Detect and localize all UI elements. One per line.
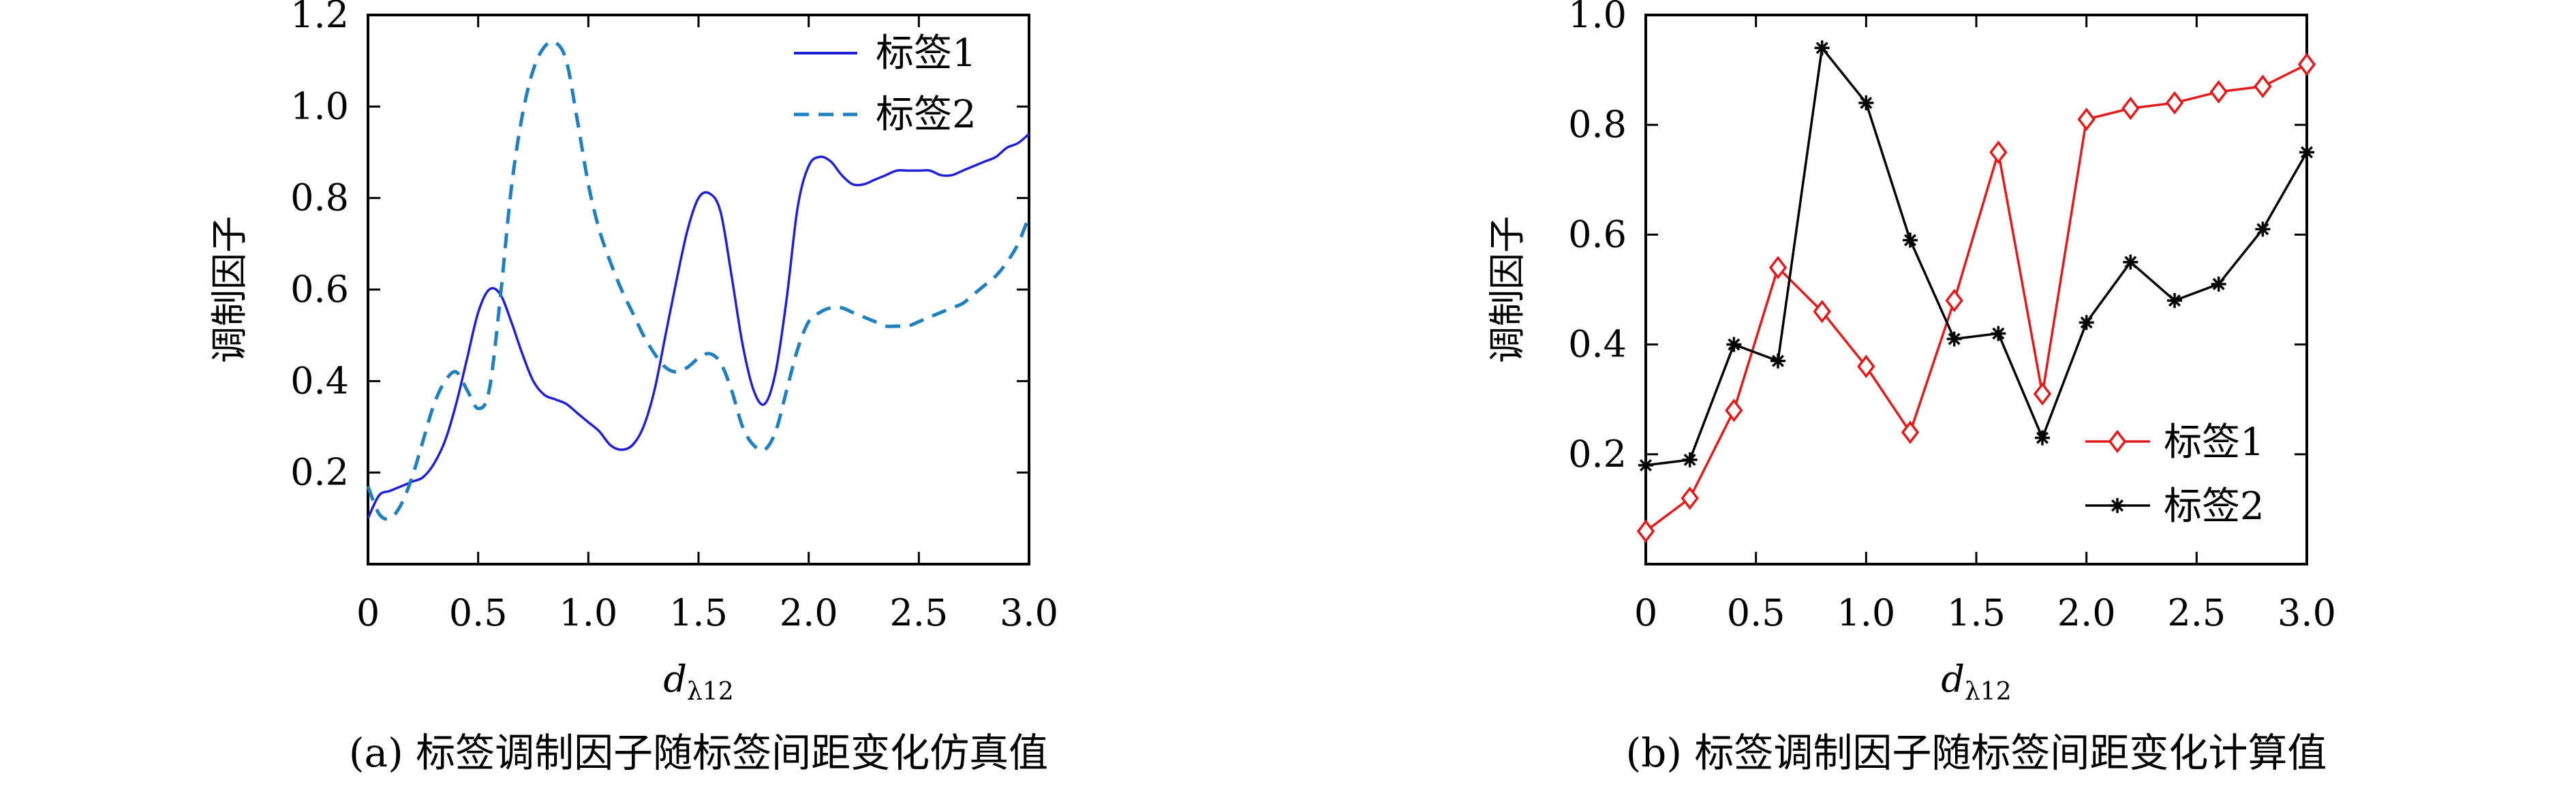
legend-marker-b-1	[2108, 429, 2127, 454]
x-tick-label-b: 0	[1634, 591, 1657, 634]
data-point-b-1	[1989, 140, 2008, 164]
y-tick-label-b: 0.4	[1568, 323, 1627, 366]
x-tick-label-a: 2.0	[780, 591, 838, 634]
x-axis-title-sub-b: λ12	[1965, 678, 2012, 706]
data-point-b-1	[2121, 96, 2140, 121]
data-point-b-2	[2255, 221, 2271, 237]
data-point-b-2	[1726, 337, 1742, 352]
caption-b: (b) 标签调制因子随标签间距变化计算值	[1626, 730, 2327, 776]
data-point-b-1	[2077, 107, 2096, 131]
x-tick-label-a: 0	[356, 591, 380, 634]
x-tick-label-a: 0.5	[449, 591, 508, 634]
x-tick-label-a: 3.0	[1000, 591, 1058, 634]
x-tick-label-b: 1.0	[1837, 591, 1895, 634]
y-tick-label-b: 0.8	[1568, 103, 1627, 146]
data-point-b-1	[2254, 74, 2272, 98]
data-point-b-2	[1946, 331, 1962, 347]
y-tick-label-b: 1.0	[1568, 0, 1627, 36]
data-point-b-2	[1682, 452, 1698, 467]
data-point-b-2	[1638, 457, 1653, 473]
series-layer-b	[1636, 40, 2316, 543]
data-point-b-1	[2209, 80, 2228, 104]
x-tick-label-b: 2.5	[2167, 591, 2226, 634]
data-point-b-2	[2035, 430, 2050, 446]
data-point-b-2	[2123, 254, 2138, 270]
x-tick-label-b: 2.0	[2057, 591, 2116, 634]
x-tick-labels-a: 0 0.5 1.0 1.5 2.0 2.5 3.0	[356, 591, 1058, 634]
tick-marks-b	[1644, 14, 2308, 564]
x-tick-label-b: 1.5	[1947, 591, 2006, 634]
legend-b: 标签1 标签2	[2085, 420, 2265, 529]
legend-marker-b-2	[2110, 498, 2125, 513]
x-tick-label-a: 1.0	[559, 591, 617, 634]
y-tick-label-a: 1.2	[290, 0, 349, 36]
y-tick-label-a: 0.8	[290, 176, 349, 219]
y-tick-label-a: 0.2	[290, 451, 349, 494]
data-point-b-1	[1681, 486, 1699, 510]
legend-a: 标签1 标签2	[794, 31, 977, 137]
x-tick-label-a: 2.5	[889, 591, 948, 634]
data-point-b-1	[1725, 399, 1743, 422]
x-axis-title-sub-a: λ12	[687, 678, 734, 706]
data-point-b-2	[2211, 276, 2226, 292]
data-point-b-1	[2165, 91, 2184, 115]
data-point-b-2	[2167, 293, 2182, 309]
data-point-b-1	[2033, 382, 2052, 406]
data-point-b-2	[2299, 144, 2314, 160]
data-point-b-1	[2297, 52, 2316, 76]
y-axis-title-a: 调制因子	[208, 216, 251, 363]
plot-frame-b	[1644, 14, 2308, 565]
x-axis-title-main-a: d	[663, 657, 687, 700]
data-point-b-2	[1903, 232, 1918, 248]
data-point-b-2	[1858, 95, 1874, 110]
chart-panel-a: 0.2 0.4 0.6 0.8 1.0 1.2 0 0.5 1.0 1.5 2.0 2.5 3.0 调…	[208, 0, 1058, 776]
y-axis-title-b: 调制因子	[1486, 216, 1529, 363]
x-tick-label-a: 1.5	[669, 591, 728, 634]
y-tick-labels-b: 0.2 0.4 0.6 0.8 1.0	[1568, 0, 1627, 476]
y-tick-label-a: 1.0	[290, 84, 349, 127]
data-point-b-2	[2079, 315, 2094, 330]
data-point-b-2	[1991, 326, 2006, 341]
x-axis-title-b: dλ12	[1941, 657, 2011, 706]
x-axis-title-main-b: d	[1941, 657, 1965, 700]
legend-swatch-b-2	[2085, 498, 2150, 513]
data-point-b-1	[1945, 288, 1963, 313]
legend-swatch-b-1	[2085, 429, 2150, 454]
y-tick-label-b: 0.2	[1568, 433, 1627, 476]
tick-marks-a	[367, 14, 1030, 564]
y-tick-label-a: 0.4	[290, 359, 349, 402]
x-axis-title-a: dλ12	[663, 657, 733, 706]
legend-label-a-2: 标签2	[876, 93, 977, 137]
data-point-b-2	[1770, 353, 1785, 369]
data-point-b-1	[1901, 420, 1920, 444]
series-line-a-1	[367, 133, 1030, 519]
y-tick-label-a: 0.6	[290, 268, 349, 311]
data-point-b-1	[1636, 519, 1655, 543]
x-tick-label-b: 3.0	[2278, 591, 2336, 634]
data-point-b-1	[1813, 300, 1831, 324]
data-point-b-1	[1768, 255, 1788, 279]
series-line-a-2	[366, 40, 1031, 521]
y-tick-labels-a: 0.2 0.4 0.6 0.8 1.0 1.2	[290, 0, 349, 494]
data-point-b-2	[1814, 40, 1830, 56]
chart-panel-b: 0.2 0.4 0.6 0.8 1.0 0 0.5 1.0 1.5 2.0 2.5 3.0 调制因子…	[1486, 0, 2336, 776]
caption-a: (a) 标签调制因子随标签间距变化仿真值	[349, 730, 1048, 776]
series-line-b-2	[1645, 45, 2308, 467]
x-tick-labels-b: 0 0.5 1.0 1.5 2.0 2.5 3.0	[1634, 591, 2336, 634]
series-line-b-1	[1644, 63, 2307, 533]
y-tick-label-b: 0.6	[1568, 213, 1627, 255]
legend-label-a-1: 标签1	[876, 31, 977, 76]
x-tick-label-b: 0.5	[1727, 591, 1785, 634]
legend-label-b-2: 标签2	[2164, 484, 2265, 529]
legend-label-b-1: 标签1	[2164, 420, 2265, 465]
data-point-b-1	[1857, 354, 1875, 379]
series-layer-a	[366, 40, 1031, 521]
